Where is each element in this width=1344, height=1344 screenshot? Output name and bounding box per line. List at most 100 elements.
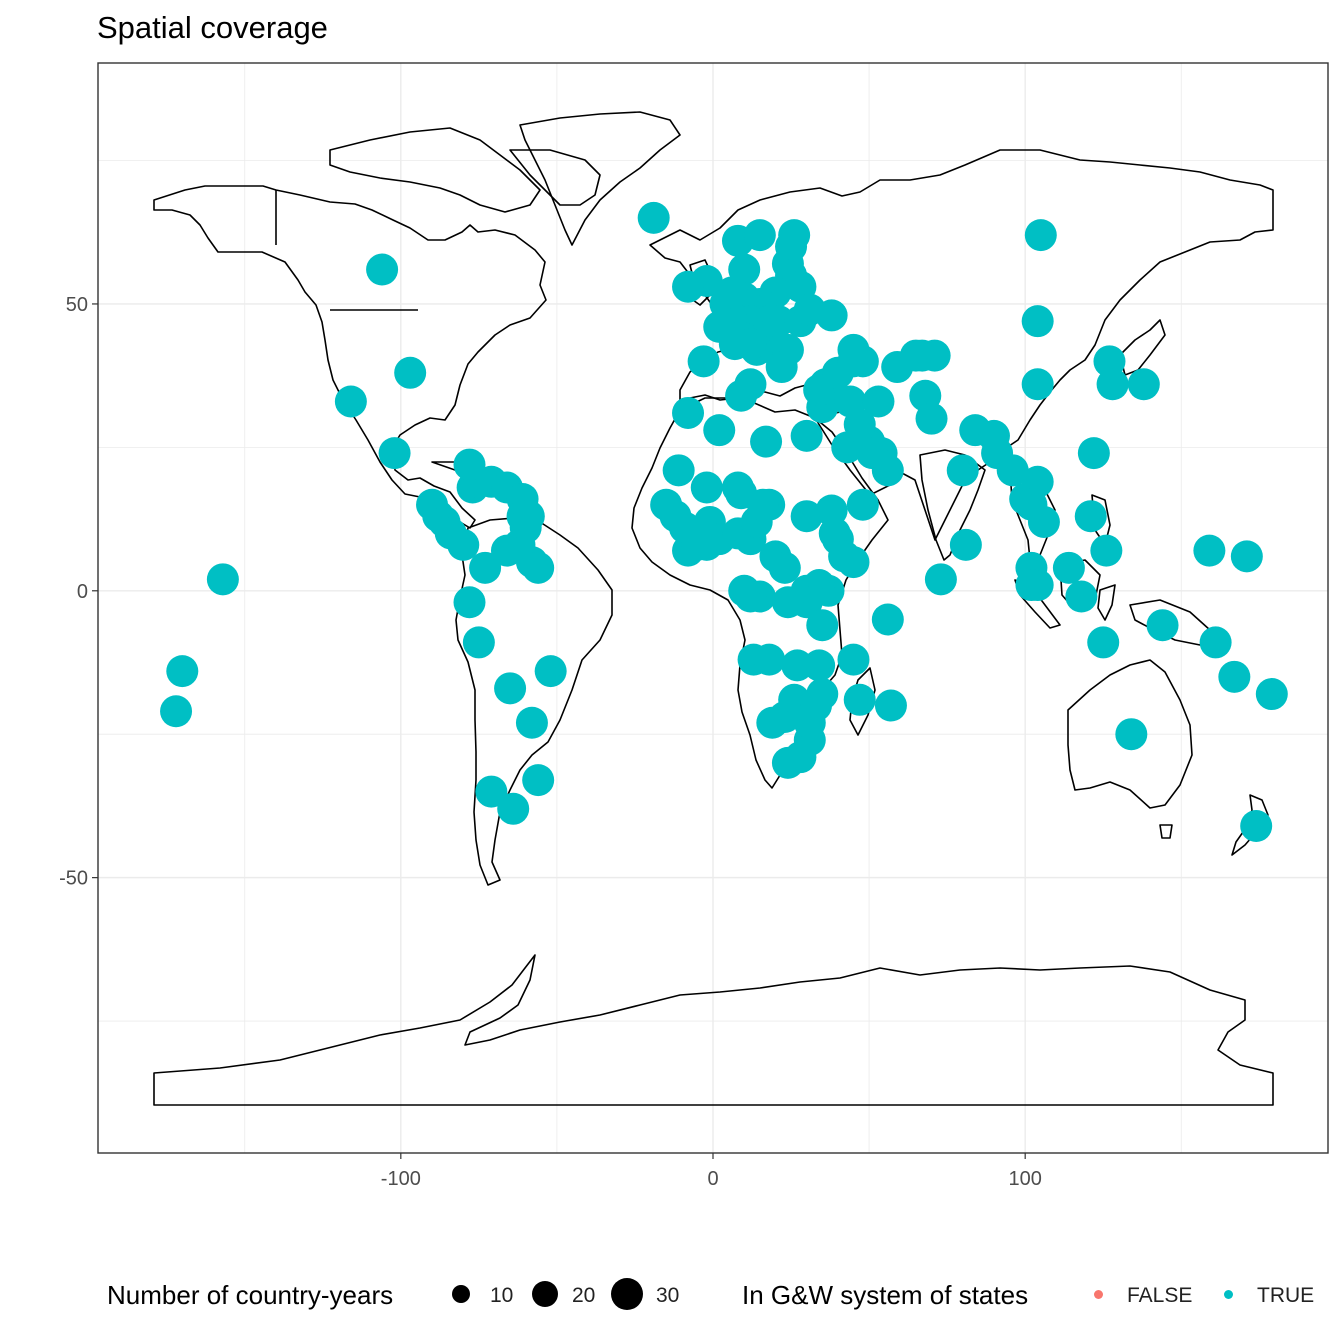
country-point (725, 379, 758, 412)
country-point (790, 500, 823, 533)
land-south-america (455, 517, 613, 886)
land-australia (1067, 659, 1193, 809)
country-point (1087, 626, 1120, 659)
country-point (515, 706, 548, 739)
country-point (728, 574, 761, 607)
grid-lines (98, 63, 1328, 1153)
country-point (871, 603, 904, 636)
country-point (1021, 305, 1054, 338)
country-point (924, 563, 957, 596)
data-points (160, 201, 1288, 842)
country-point (522, 551, 555, 584)
country-point (915, 402, 948, 435)
color-legend-title: In G&W system of states (742, 1280, 1029, 1310)
country-point (447, 528, 480, 561)
country-point (856, 437, 889, 470)
country-point (1255, 678, 1288, 711)
country-point (837, 546, 870, 579)
land-tasmania (1159, 824, 1173, 839)
country-point (918, 339, 951, 372)
country-point (160, 695, 193, 728)
country-point (1240, 810, 1273, 842)
land-sulawesi (1097, 584, 1116, 621)
country-point (687, 345, 720, 378)
country-point (771, 586, 804, 619)
country-point (1024, 219, 1057, 252)
land-arctic-islands (329, 127, 541, 213)
country-point (1052, 551, 1085, 584)
country-point (1074, 500, 1107, 533)
country-point (806, 609, 839, 642)
color-legend-label-true: TRUE (1257, 1284, 1315, 1307)
chart-title: Spatial coverage (97, 10, 328, 45)
country-point (637, 201, 670, 234)
country-point (1015, 569, 1048, 602)
land-japan (1119, 319, 1166, 376)
y-tick-label: 50 (66, 294, 88, 316)
color-legend-label-false: FALSE (1127, 1284, 1193, 1307)
country-point (453, 586, 486, 619)
country-point (778, 219, 811, 252)
country-point (874, 689, 907, 722)
country-point (721, 471, 754, 504)
country-point (862, 385, 895, 418)
country-point (1193, 534, 1226, 567)
country-point (800, 689, 833, 722)
color-legend-key-false (1094, 1290, 1103, 1299)
land-antarctica (153, 954, 1274, 1106)
country-point (1021, 368, 1054, 401)
country-point (837, 333, 870, 366)
size-legend-key-10 (452, 1285, 470, 1303)
country-point (1090, 534, 1123, 567)
country-point (662, 454, 695, 487)
size-legend-label-20: 20 (572, 1284, 596, 1307)
axes: -100 0 100 -50 0 50 (59, 294, 1042, 1190)
country-point (512, 500, 545, 533)
country-point (753, 643, 786, 676)
country-point (672, 396, 705, 429)
country-point (765, 351, 798, 384)
country-point (815, 299, 848, 332)
legend: Number of country-years 10 20 30 In G&W … (0, 1272, 1344, 1322)
country-point (803, 649, 836, 682)
country-point (690, 471, 723, 504)
country-point (946, 454, 979, 487)
country-point (497, 792, 530, 825)
country-point (949, 528, 982, 561)
size-legend-key-20 (532, 1281, 558, 1307)
country-point (756, 706, 789, 739)
y-tick-label: -50 (59, 868, 88, 890)
country-point (1027, 505, 1060, 538)
country-point (746, 488, 779, 521)
country-point (366, 253, 399, 286)
country-point (166, 655, 199, 688)
country-point (843, 683, 876, 716)
country-point (1115, 718, 1148, 751)
x-tick-label: 0 (707, 1168, 718, 1190)
country-point (837, 643, 870, 676)
y-tick-label: 0 (77, 581, 88, 603)
land-baffin (509, 149, 601, 206)
country-point (1230, 540, 1263, 573)
x-tick-label: -100 (381, 1168, 421, 1190)
size-legend-label-30: 30 (656, 1284, 680, 1307)
country-point (1218, 660, 1251, 693)
color-legend-key-true (1224, 1290, 1233, 1299)
country-point (768, 551, 801, 584)
country-point (334, 385, 367, 418)
country-point (846, 488, 879, 521)
country-point (715, 276, 748, 309)
country-point (494, 672, 527, 705)
country-point (703, 414, 736, 447)
country-point (1199, 626, 1232, 659)
country-point (718, 328, 751, 361)
country-point (771, 746, 804, 779)
size-legend-title: Number of country-years (107, 1280, 394, 1310)
x-tick-label: 100 (1008, 1168, 1041, 1190)
country-point (475, 775, 508, 808)
country-point (1146, 609, 1179, 642)
country-point (1127, 368, 1160, 401)
country-point (462, 626, 495, 659)
country-point (534, 655, 567, 688)
